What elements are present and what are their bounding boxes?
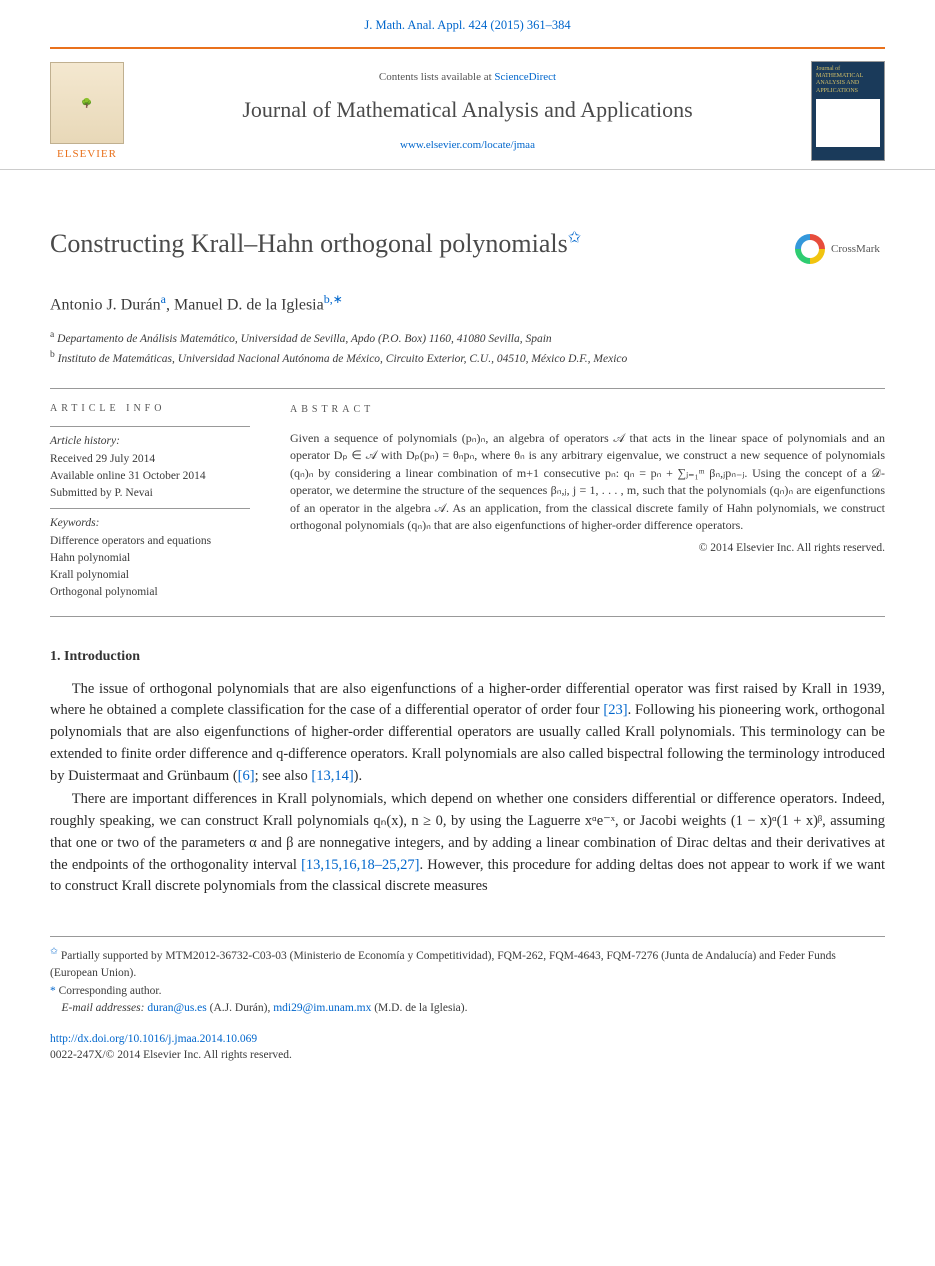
history-block: Article history: Received 29 July 2014 A… — [50, 426, 250, 502]
cover-title: Journal of MATHEMATICAL ANALYSIS AND APP… — [816, 66, 880, 95]
abstract: abstract Given a sequence of polynomials… — [290, 403, 885, 601]
p1-c: ; see also — [255, 768, 312, 784]
crossmark-badge[interactable]: CrossMark — [795, 228, 885, 270]
footnotes: ✩ Partially supported by MTM2012-36732-C… — [50, 936, 885, 1017]
crossmark-label: CrossMark — [831, 243, 880, 255]
sciencedirect-link[interactable]: ScienceDirect — [494, 71, 556, 83]
journal-name: Journal of Mathematical Analysis and App… — [138, 97, 797, 123]
keywords-block: Keywords: Difference operators and equat… — [50, 508, 250, 601]
affil-a: a Departamento de Análisis Matemático, U… — [50, 328, 885, 348]
journal-cover-thumb: Journal of MATHEMATICAL ANALYSIS AND APP… — [811, 61, 885, 161]
submitted-by: Submitted by P. Nevai — [50, 485, 250, 502]
fn1-text: Partially supported by MTM2012-36732-C03… — [50, 950, 836, 979]
affil-b: b Instituto de Matemáticas, Universidad … — [50, 348, 885, 368]
authors: Antonio J. Durána, Manuel D. de la Igles… — [50, 292, 885, 314]
keyword-1: Difference operators and equations — [50, 533, 250, 550]
title-row: Constructing Krall–Hahn orthogonal polyn… — [50, 228, 885, 270]
abstract-heading: abstract — [290, 403, 885, 418]
fn1-marker: ✩ — [50, 946, 58, 957]
journal-header: 🌳 ELSEVIER Contents lists available at S… — [0, 49, 935, 170]
journal-url: www.elsevier.com/locate/jmaa — [138, 139, 797, 151]
publisher-name: ELSEVIER — [50, 148, 124, 160]
intro-para-2: There are important differences in Krall… — [50, 789, 885, 898]
author-1: Antonio J. Durán — [50, 296, 161, 313]
available-date: Available online 31 October 2014 — [50, 468, 250, 485]
citation-link[interactable]: J. Math. Anal. Appl. 424 (2015) 361–384 — [364, 18, 570, 32]
journal-url-link[interactable]: www.elsevier.com/locate/jmaa — [400, 139, 535, 151]
title-footnote-marker[interactable]: ✩ — [568, 229, 581, 246]
cover-inner — [816, 99, 880, 147]
section-1-heading: 1. Introduction — [50, 649, 885, 665]
keywords-label: Keywords: — [50, 515, 250, 532]
info-heading: article info — [50, 403, 250, 414]
received-date: Received 29 July 2014 — [50, 451, 250, 468]
footnote-corresponding: * Corresponding author. — [50, 983, 885, 1000]
journal-center: Contents lists available at ScienceDirec… — [138, 71, 797, 151]
keyword-3: Krall polynomial — [50, 567, 250, 584]
header-citation: J. Math. Anal. Appl. 424 (2015) 361–384 — [0, 0, 935, 47]
keyword-4: Orthogonal polynomial — [50, 584, 250, 601]
history-label: Article history: — [50, 433, 250, 450]
affil-a-text: Departamento de Análisis Matemático, Uni… — [54, 333, 551, 345]
email-1[interactable]: duran@us.es — [147, 1002, 206, 1014]
contents-prefix: Contents lists available at — [379, 71, 494, 83]
rights-line: 0022-247X/© 2014 Elsevier Inc. All right… — [50, 1049, 292, 1061]
elsevier-logo: 🌳 ELSEVIER — [50, 62, 124, 160]
ref-multi[interactable]: [13,15,16,18–25,27] — [301, 857, 419, 873]
author-2: Manuel D. de la Iglesia — [174, 296, 324, 313]
footer-meta: http://dx.doi.org/10.1016/j.jmaa.2014.10… — [50, 1031, 885, 1093]
email-label: E-mail addresses: — [62, 1002, 148, 1014]
elsevier-tree-icon: 🌳 — [50, 62, 124, 144]
crossmark-icon — [795, 234, 825, 264]
article-info: article info Article history: Received 2… — [50, 403, 250, 601]
keyword-2: Hahn polynomial — [50, 550, 250, 567]
footnote-funding: ✩ Partially supported by MTM2012-36732-C… — [50, 945, 885, 982]
fn2-marker: * — [50, 985, 56, 997]
ref-13-14[interactable]: [13,14] — [311, 768, 353, 784]
doi-link[interactable]: http://dx.doi.org/10.1016/j.jmaa.2014.10… — [50, 1033, 257, 1045]
author-sep: , — [166, 296, 174, 313]
email-2[interactable]: mdi29@im.unam.mx — [273, 1002, 371, 1014]
author-2-affil[interactable]: b,∗ — [324, 292, 343, 306]
abstract-text: Given a sequence of polynomials (pₙ)ₙ, a… — [290, 430, 885, 534]
p1-d: ). — [354, 768, 362, 784]
affiliations: a Departamento de Análisis Matemático, U… — [50, 328, 885, 368]
email-1-who: (A.J. Durán), — [207, 1002, 273, 1014]
affil-b-text: Instituto de Matemáticas, Universidad Na… — [55, 353, 627, 365]
article-title: Constructing Krall–Hahn orthogonal polyn… — [50, 228, 581, 261]
article-area: Constructing Krall–Hahn orthogonal polyn… — [0, 228, 935, 1093]
abstract-copyright: © 2014 Elsevier Inc. All rights reserved… — [290, 540, 885, 557]
fn2-text: Corresponding author. — [59, 985, 162, 997]
email-2-who: (M.D. de la Iglesia). — [371, 1002, 467, 1014]
footnote-emails: E-mail addresses: duran@us.es (A.J. Durá… — [50, 1000, 885, 1017]
title-text: Constructing Krall–Hahn orthogonal polyn… — [50, 229, 568, 258]
info-abstract-row: article info Article history: Received 2… — [50, 388, 885, 616]
ref-6[interactable]: [6] — [238, 768, 255, 784]
contents-line: Contents lists available at ScienceDirec… — [138, 71, 797, 83]
ref-23[interactable]: [23] — [603, 702, 627, 718]
intro-para-1: The issue of orthogonal polynomials that… — [50, 679, 885, 788]
